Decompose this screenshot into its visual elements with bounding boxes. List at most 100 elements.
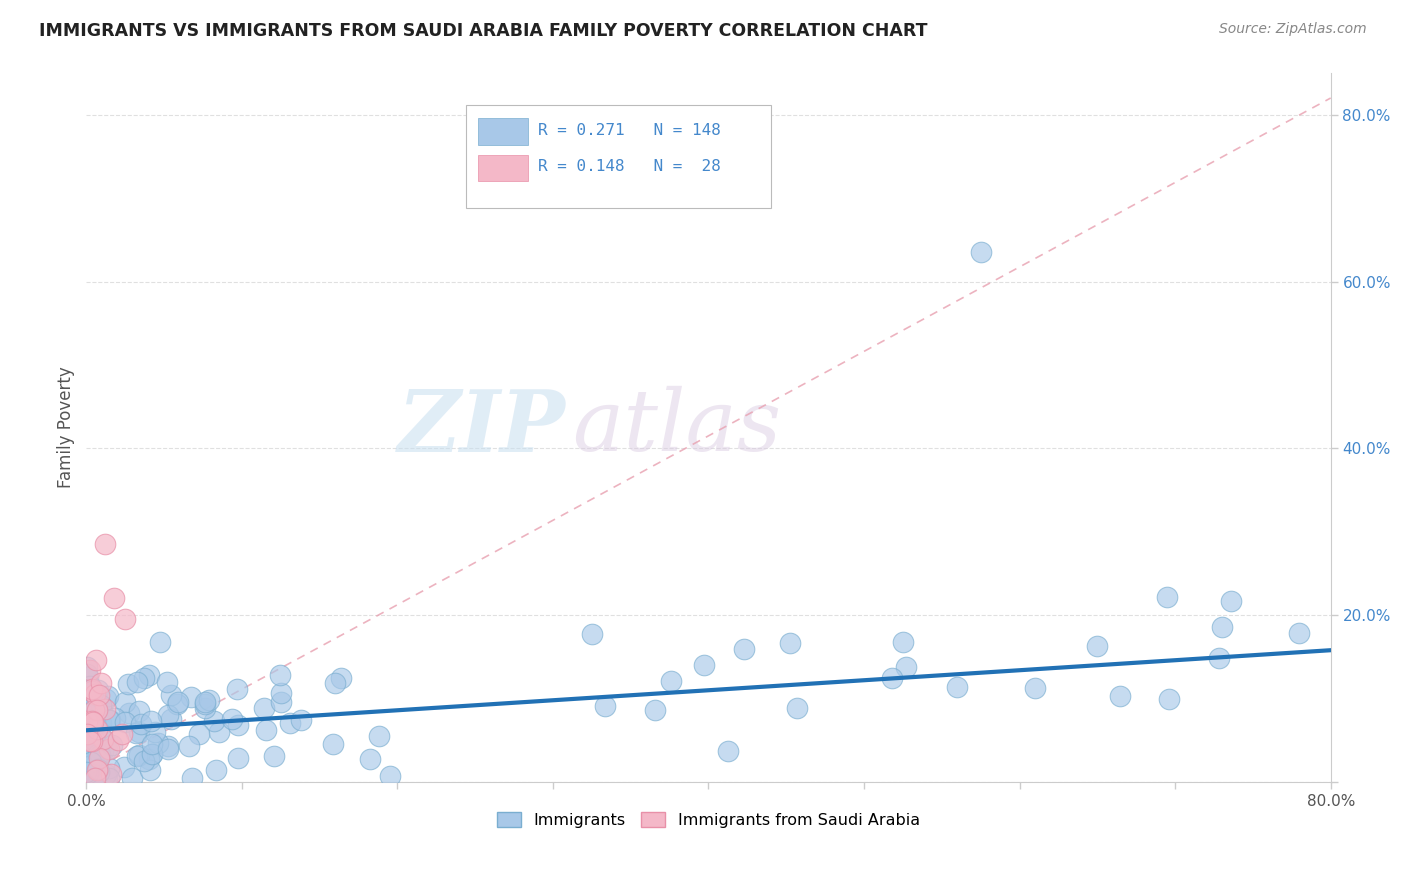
Point bbox=[76, 670, 98, 684]
Point bbox=[1288, 626, 1310, 640]
Point bbox=[141, 747, 163, 761]
Point bbox=[94, 691, 117, 706]
Point bbox=[84, 757, 107, 772]
Point bbox=[114, 612, 136, 626]
Point bbox=[90, 731, 112, 745]
Point bbox=[1211, 620, 1233, 634]
Point bbox=[79, 713, 101, 727]
Point bbox=[104, 711, 127, 725]
Point bbox=[132, 671, 155, 685]
Point bbox=[91, 733, 114, 747]
Point bbox=[97, 689, 120, 703]
Point bbox=[896, 660, 918, 674]
Point bbox=[114, 695, 136, 709]
Point bbox=[149, 634, 172, 648]
Point bbox=[1208, 651, 1230, 665]
Point bbox=[717, 744, 740, 758]
Point bbox=[96, 771, 118, 785]
Point bbox=[1219, 594, 1241, 608]
Point bbox=[76, 706, 98, 720]
Point bbox=[194, 695, 217, 709]
Point bbox=[1109, 689, 1132, 703]
Point bbox=[80, 765, 103, 780]
Point bbox=[100, 767, 122, 781]
FancyBboxPatch shape bbox=[478, 154, 529, 181]
Point bbox=[82, 715, 104, 730]
Point bbox=[87, 747, 110, 762]
Point bbox=[160, 712, 183, 726]
Point bbox=[96, 742, 118, 756]
Point bbox=[138, 763, 160, 777]
Point bbox=[146, 736, 169, 750]
Legend: Immigrants, Immigrants from Saudi Arabia: Immigrants, Immigrants from Saudi Arabia bbox=[491, 805, 927, 834]
Point bbox=[180, 771, 202, 785]
Point bbox=[75, 731, 97, 745]
Text: R = 0.148   N =  28: R = 0.148 N = 28 bbox=[538, 159, 721, 174]
Point bbox=[221, 712, 243, 726]
Point bbox=[79, 734, 101, 748]
Point bbox=[194, 697, 217, 711]
Point bbox=[1156, 591, 1178, 605]
Point bbox=[143, 724, 166, 739]
Point bbox=[91, 704, 114, 718]
Point bbox=[80, 683, 103, 698]
Point bbox=[141, 747, 163, 761]
Point bbox=[84, 741, 107, 756]
Point bbox=[90, 698, 112, 713]
Text: IMMIGRANTS VS IMMIGRANTS FROM SAUDI ARABIA FAMILY POVERTY CORRELATION CHART: IMMIGRANTS VS IMMIGRANTS FROM SAUDI ARAB… bbox=[39, 22, 928, 40]
Point bbox=[83, 771, 105, 785]
Point bbox=[98, 713, 121, 727]
Point bbox=[141, 737, 163, 751]
Point bbox=[87, 765, 110, 780]
Point bbox=[86, 703, 108, 717]
Point bbox=[84, 770, 107, 784]
Point bbox=[83, 718, 105, 732]
Point bbox=[75, 731, 97, 746]
Point bbox=[263, 748, 285, 763]
Point bbox=[84, 719, 107, 733]
Point bbox=[87, 688, 110, 702]
Point bbox=[128, 748, 150, 763]
Point bbox=[378, 768, 401, 782]
Point bbox=[138, 668, 160, 682]
Point bbox=[1085, 639, 1108, 653]
Point bbox=[270, 686, 292, 700]
Point bbox=[79, 679, 101, 693]
Point bbox=[107, 733, 129, 747]
Point bbox=[83, 766, 105, 780]
Point bbox=[194, 700, 217, 714]
Point bbox=[82, 719, 104, 733]
Point bbox=[595, 699, 617, 714]
Point bbox=[76, 766, 98, 780]
Point bbox=[82, 681, 104, 696]
Point bbox=[132, 754, 155, 768]
Point bbox=[79, 758, 101, 772]
Point bbox=[329, 671, 352, 685]
Point bbox=[94, 767, 117, 781]
Point bbox=[945, 680, 967, 694]
Point bbox=[76, 765, 98, 780]
Point bbox=[125, 726, 148, 740]
Point bbox=[84, 653, 107, 667]
Point bbox=[970, 245, 993, 260]
Point bbox=[76, 739, 98, 754]
Point bbox=[117, 677, 139, 691]
Point bbox=[177, 739, 200, 753]
Point bbox=[89, 698, 111, 713]
Point bbox=[87, 683, 110, 698]
Point bbox=[786, 701, 808, 715]
Point bbox=[111, 727, 134, 741]
Text: R = 0.271   N = 148: R = 0.271 N = 148 bbox=[538, 123, 721, 138]
Point bbox=[693, 658, 716, 673]
Point bbox=[76, 716, 98, 731]
Point bbox=[323, 676, 346, 690]
Text: atlas: atlas bbox=[572, 386, 780, 469]
Text: ZIP: ZIP bbox=[398, 385, 565, 469]
Point bbox=[97, 761, 120, 775]
Point bbox=[79, 733, 101, 747]
Point bbox=[76, 689, 98, 703]
Point bbox=[187, 727, 209, 741]
Point bbox=[118, 706, 141, 721]
Point bbox=[368, 729, 391, 743]
Point bbox=[89, 719, 111, 733]
